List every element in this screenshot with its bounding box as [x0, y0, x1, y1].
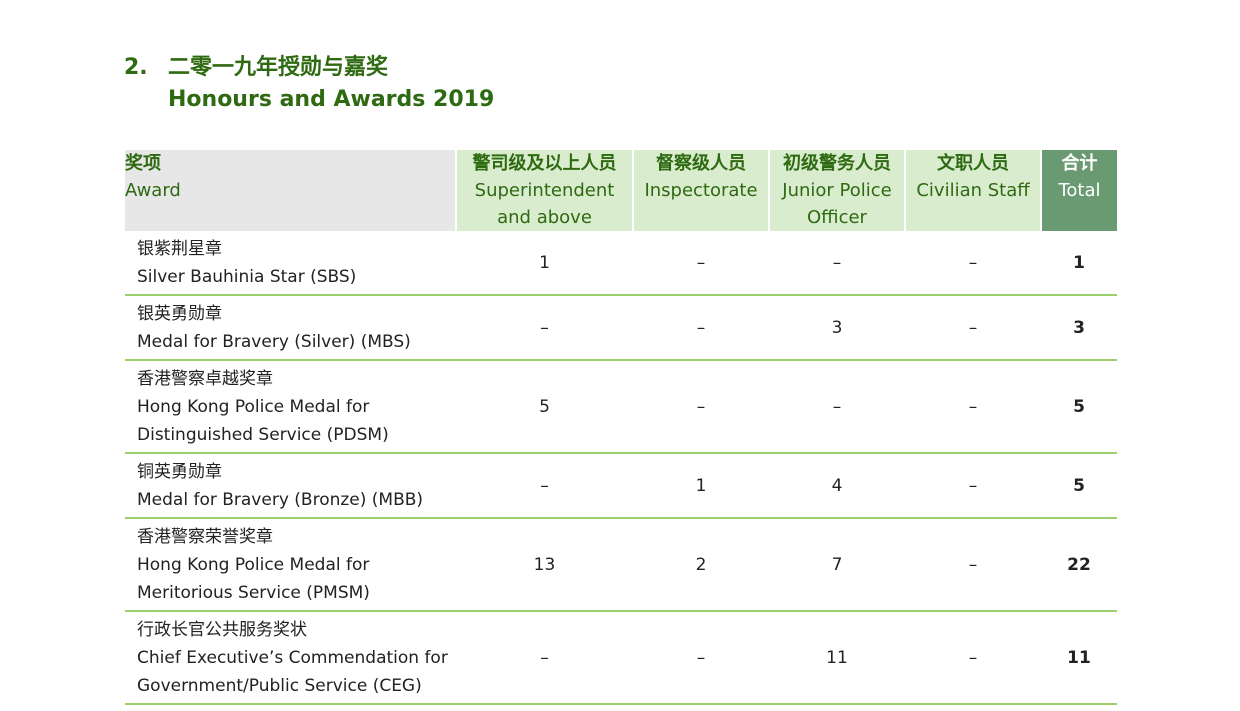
count-inspectorate: 2	[633, 518, 769, 612]
count-superintendent: 5	[456, 360, 633, 454]
award-name-cell: 行政长官公共服务奖状 Chief Executive’s Commendation…	[125, 611, 456, 705]
header-junior-en2: Officer	[807, 207, 867, 228]
count-inspectorate: –	[633, 611, 769, 705]
award-name-zh: 银英勇勋章	[137, 304, 222, 324]
count-civilian: –	[905, 231, 1041, 296]
header-junior-zh: 初级警务人员	[783, 153, 891, 174]
count-total: 3	[1041, 295, 1117, 361]
count-inspectorate: –	[633, 360, 769, 454]
table-row: 行政长官公共服务奖状 Chief Executive’s Commendation…	[125, 611, 1117, 705]
table-header-row: 奖项 Award 警司级及以上人员 Superintendent and abo…	[125, 150, 1117, 231]
award-name-cell: 香港警察荣誉奖章 Hong Kong Police Medal for Merito…	[125, 518, 456, 612]
count-junior: –	[769, 360, 905, 454]
count-civilian: –	[905, 453, 1041, 519]
count-total: 11	[1041, 611, 1117, 705]
count-junior: 3	[769, 295, 905, 361]
award-name-en: Meritorious Service (PMSM)	[137, 583, 370, 603]
table-body: 银紫荆星章 Silver Bauhinia Star (SBS) 1– – –1 银英勇勋…	[125, 231, 1117, 705]
header-total-en: Total	[1058, 180, 1101, 201]
award-name-en: Hong Kong Police Medal for	[137, 555, 370, 575]
count-total: 5	[1041, 360, 1117, 454]
award-name-zh: 银紫荆星章	[137, 239, 222, 259]
award-name-en: Government/Public Service (CEG)	[137, 676, 422, 696]
header-total-zh: 合计	[1061, 153, 1098, 174]
award-name-en: Hong Kong Police Medal for	[137, 397, 370, 417]
count-superintendent: 1	[456, 231, 633, 296]
award-name-en: Chief Executive’s Commendation for	[137, 648, 448, 668]
header-civilian-en: Civilian Staff	[916, 180, 1030, 201]
count-junior: 7	[769, 518, 905, 612]
section-number: 2.	[124, 55, 148, 80]
count-inspectorate: 1	[633, 453, 769, 519]
award-name-en: Silver Bauhinia Star (SBS)	[137, 267, 357, 287]
header-civilian: 文职人员 Civilian Staff	[904, 150, 1041, 231]
award-name-en: Medal for Bravery (Bronze) (MBB)	[137, 490, 424, 510]
header-civilian-zh: 文职人员	[937, 153, 1009, 174]
header-award-en: Award	[125, 180, 181, 201]
count-total: 22	[1041, 518, 1117, 612]
count-junior: –	[769, 231, 905, 296]
section-title-zh: 二零一九年授勋与嘉奖	[168, 55, 389, 80]
award-name-cell: 银英勇勋章 Medal for Bravery (Silver) (MBS)	[125, 295, 456, 361]
header-inspectorate: 督察级人员 Inspectorate	[632, 150, 769, 231]
header-inspectorate-zh: 督察级人员	[656, 153, 746, 174]
award-name-en: Distinguished Service (PDSM)	[137, 425, 389, 445]
award-name-zh: 铜英勇勋章	[137, 462, 222, 482]
table-row: 银英勇勋章 Medal for Bravery (Silver) (MBS) – –3…	[125, 295, 1117, 361]
header-superintendent-en1: Superintendent	[474, 180, 615, 201]
award-name-zh: 香港警察卓越奖章	[137, 369, 273, 389]
table-row: 铜英勇勋章 Medal for Bravery (Bronze) (MBB) –1 4…	[125, 453, 1117, 519]
award-name-cell: 香港警察卓越奖章 Hong Kong Police Medal for Distin…	[125, 360, 456, 454]
award-name-cell: 银紫荆星章 Silver Bauhinia Star (SBS)	[125, 231, 456, 296]
count-superintendent: –	[456, 611, 633, 705]
count-total: 5	[1041, 453, 1117, 519]
table-row: 香港警察荣誉奖章 Hong Kong Police Medal for Merito…	[125, 518, 1117, 612]
header-junior-en1: Junior Police	[782, 180, 892, 201]
count-inspectorate: –	[633, 295, 769, 361]
header-junior: 初级警务人员 Junior Police Officer	[768, 150, 905, 231]
header-superintendent-zh: 警司级及以上人员	[472, 153, 617, 174]
award-name-cell: 铜英勇勋章 Medal for Bravery (Bronze) (MBB)	[125, 453, 456, 519]
count-civilian: –	[905, 295, 1041, 361]
count-superintendent: 13	[456, 518, 633, 612]
award-name-zh: 香港警察荣誉奖章	[137, 527, 273, 547]
honours-table: 奖项 Award 警司级及以上人员 Superintendent and abo…	[125, 150, 1117, 705]
header-award-zh: 奖项	[125, 153, 161, 174]
table-row: 香港警察卓越奖章 Hong Kong Police Medal for Distin…	[125, 360, 1117, 454]
count-junior: 4	[769, 453, 905, 519]
award-name-en: Medal for Bravery (Silver) (MBS)	[137, 332, 411, 352]
count-junior: 11	[769, 611, 905, 705]
count-superintendent: –	[456, 453, 633, 519]
count-total: 1	[1041, 231, 1117, 296]
section-title-en: Honours and Awards 2019	[168, 87, 495, 112]
table-row: 银紫荆星章 Silver Bauhinia Star (SBS) 1– – –1	[125, 231, 1117, 296]
header-inspectorate-en: Inspectorate	[644, 180, 758, 201]
header-total: 合计 Total	[1040, 150, 1117, 231]
count-civilian: –	[905, 611, 1041, 705]
count-superintendent: –	[456, 295, 633, 361]
award-name-zh: 行政长官公共服务奖状	[137, 620, 307, 640]
count-civilian: –	[905, 360, 1041, 454]
header-award: 奖项 Award	[125, 150, 456, 231]
header-superintendent-en2: and above	[497, 207, 592, 228]
count-inspectorate: –	[633, 231, 769, 296]
header-superintendent: 警司级及以上人员 Superintendent and above	[455, 150, 633, 231]
count-civilian: –	[905, 518, 1041, 612]
